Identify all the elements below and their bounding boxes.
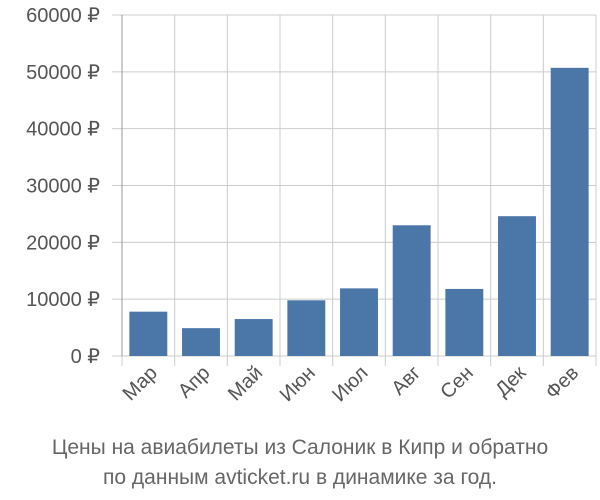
chart-caption-line-1: Цены на авиабилеты из Салоник в Кипр и о… [51,436,549,459]
x-tick-label: Авг [388,362,426,400]
y-tick-label: 60000 ₽ [26,5,100,27]
x-tick-label: Дек [491,362,530,401]
x-tick-label: Июн [276,362,320,406]
y-tick-label: 20000 ₽ [26,232,100,254]
bar-1 [129,311,168,356]
x-tick-label: Июл [328,362,372,406]
x-tick-label: Апр [174,362,215,403]
bar-7 [445,288,484,356]
bar-2 [182,328,220,356]
bar-3 [234,319,273,356]
bar-4 [287,300,326,356]
axes [112,14,597,366]
bars [129,67,589,356]
x-tick-label: Май [224,362,267,405]
y-tick-label: 0 ₽ [71,346,101,368]
bar-9 [550,67,589,356]
bar-8 [498,216,536,356]
y-tick-label: 10000 ₽ [26,289,100,311]
x-tick-label: Сен [436,362,477,403]
x-tick-label: Фев [542,362,584,404]
y-tick-label: 50000 ₽ [26,62,100,84]
price-bar-chart: 0 ₽ 10000 ₽ 20000 ₽ 30000 ₽ 40000 ₽ 50000 ₽ 60… [26,5,597,406]
gridlines [122,14,597,357]
bar-5 [340,288,378,356]
y-tick-label: 40000 ₽ [26,119,100,141]
chart-caption-line-2: по данным avticket.ru в динамике за год. [103,466,497,489]
x-tick-label: Мар [119,362,162,405]
axis-labels: 0 ₽ 10000 ₽ 20000 ₽ 30000 ₽ 40000 ₽ 50000 ₽ 60… [26,5,583,406]
y-tick-label: 30000 ₽ [26,176,100,198]
bar-6 [392,225,431,356]
